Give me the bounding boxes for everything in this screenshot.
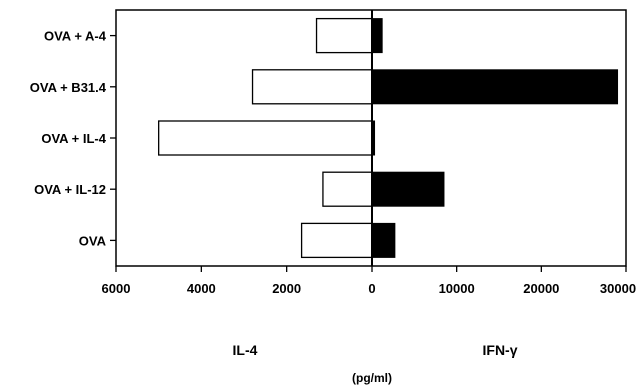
unit-label: (pg/ml)	[352, 371, 392, 385]
x-tick-label: 6000	[102, 281, 131, 296]
x-tick-label: 10000	[439, 281, 475, 296]
x-tick-label: 20000	[523, 281, 559, 296]
x-tick-label: 4000	[187, 281, 216, 296]
category-label: OVA + B31.4	[30, 80, 107, 95]
bar-il4-2	[158, 120, 373, 156]
left-series-label: IL-4	[233, 342, 258, 358]
bar-il4-3	[322, 171, 373, 207]
right-series-label: IFN-γ	[483, 342, 518, 358]
x-tick-label: 0	[368, 281, 375, 296]
bar-il4-4	[300, 222, 373, 259]
category-label: OVA + IL-4	[41, 131, 106, 146]
bar-ifn-3	[371, 171, 445, 207]
x-tick-label: 30000	[600, 281, 636, 296]
bar-ifn-0	[371, 18, 383, 54]
bar-ifn-4	[371, 222, 396, 258]
category-label: OVA	[79, 233, 107, 248]
category-label: OVA + IL-12	[34, 182, 106, 197]
x-tick-label: 2000	[272, 281, 301, 296]
labels-group: OVA + A-4 OVA + B31.4 OVA + IL-4 OVA + IL-1…	[30, 29, 636, 385]
bars-group	[158, 17, 619, 259]
bar-il4-1	[251, 69, 373, 105]
axes-group	[110, 9, 627, 272]
category-label: OVA + A-4	[44, 29, 107, 44]
bar-ifn-1	[371, 69, 619, 105]
bar-il4-0	[315, 17, 373, 54]
